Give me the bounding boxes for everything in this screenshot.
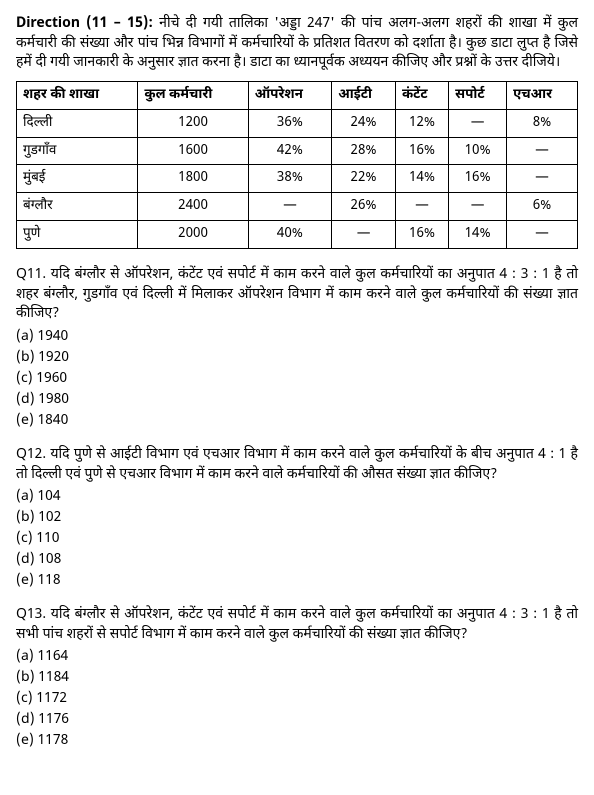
col-header: आईटी: [332, 81, 396, 109]
table-cell: 2400: [138, 193, 248, 221]
table-cell: —: [507, 221, 578, 249]
table-cell: 6%: [507, 193, 578, 221]
table-cell: —: [332, 221, 396, 249]
col-header: कंटेंट: [395, 81, 448, 109]
option-item: (a) 104: [16, 486, 578, 507]
option-item: (e) 1840: [16, 410, 578, 431]
table-row: गुडगाँव160042%28%16%10%—: [17, 137, 578, 165]
table-cell: मुंबई: [17, 165, 138, 193]
table-cell: 12%: [395, 109, 448, 137]
question-block: Q11. यदि बंग्लौर से ऑपरेशन, कंटेंट एवं स…: [16, 265, 578, 431]
table-header-row: शहर की शाखा कुल कर्मचारी ऑपरेशन आईटी कंट…: [17, 81, 578, 109]
table-cell: —: [507, 137, 578, 165]
option-item: (d) 1176: [16, 709, 578, 730]
table-cell: —: [248, 193, 332, 221]
table-cell: —: [449, 109, 507, 137]
direction-label: Direction (11 – 15):: [16, 14, 153, 33]
question-text: Q13. यदि बंग्लौर से ऑपरेशन, कंटेंट एवं स…: [16, 605, 578, 644]
option-item: (b) 1920: [16, 347, 578, 368]
table-cell: गुडगाँव: [17, 137, 138, 165]
table-cell: 24%: [332, 109, 396, 137]
table-cell: दिल्ली: [17, 109, 138, 137]
table-cell: 16%: [395, 221, 448, 249]
option-item: (c) 110: [16, 528, 578, 549]
col-header: शहर की शाखा: [17, 81, 138, 109]
col-header: ऑपरेशन: [248, 81, 332, 109]
table-cell: 8%: [507, 109, 578, 137]
col-header: सपोर्ट: [449, 81, 507, 109]
table-cell: —: [395, 193, 448, 221]
question-text: Q12. यदि पुणे से आईटी विभाग एवं एचआर विभ…: [16, 445, 578, 484]
table-cell: 1800: [138, 165, 248, 193]
table-cell: पुणे: [17, 221, 138, 249]
table-cell: 1600: [138, 137, 248, 165]
table-cell: 10%: [449, 137, 507, 165]
table-cell: 14%: [449, 221, 507, 249]
table-cell: 2000: [138, 221, 248, 249]
question-block: Q12. यदि पुणे से आईटी विभाग एवं एचआर विभ…: [16, 445, 578, 591]
table-cell: 16%: [449, 165, 507, 193]
table-cell: 14%: [395, 165, 448, 193]
table-cell: 40%: [248, 221, 332, 249]
table-cell: 16%: [395, 137, 448, 165]
table-cell: 38%: [248, 165, 332, 193]
option-item: (b) 1184: [16, 667, 578, 688]
table-row: दिल्ली120036%24%12%—8%: [17, 109, 578, 137]
option-item: (e) 118: [16, 570, 578, 591]
direction-block: Direction (11 – 15): नीचे दी गयी तालिका …: [16, 14, 578, 73]
options-list: (a) 1164(b) 1184(c) 1172(d) 1176(e) 1178: [16, 646, 578, 751]
question-text: Q11. यदि बंग्लौर से ऑपरेशन, कंटेंट एवं स…: [16, 265, 578, 324]
table-cell: 42%: [248, 137, 332, 165]
option-item: (b) 102: [16, 507, 578, 528]
option-item: (c) 1960: [16, 368, 578, 389]
data-table: शहर की शाखा कुल कर्मचारी ऑपरेशन आईटी कंट…: [16, 81, 578, 249]
table-cell: —: [507, 165, 578, 193]
table-cell: 26%: [332, 193, 396, 221]
option-item: (d) 1980: [16, 389, 578, 410]
options-list: (a) 104(b) 102(c) 110(d) 108(e) 118: [16, 486, 578, 591]
table-cell: 22%: [332, 165, 396, 193]
table-row: मुंबई180038%22%14%16%—: [17, 165, 578, 193]
table-row: बंग्लौर2400—26%——6%: [17, 193, 578, 221]
table-row: पुणे200040%—16%14%—: [17, 221, 578, 249]
table-cell: बंग्लौर: [17, 193, 138, 221]
option-item: (e) 1178: [16, 730, 578, 751]
option-item: (a) 1164: [16, 646, 578, 667]
table-cell: —: [449, 193, 507, 221]
table-cell: 36%: [248, 109, 332, 137]
col-header: कुल कर्मचारी: [138, 81, 248, 109]
option-item: (a) 1940: [16, 326, 578, 347]
question-block: Q13. यदि बंग्लौर से ऑपरेशन, कंटेंट एवं स…: [16, 605, 578, 751]
option-item: (d) 108: [16, 549, 578, 570]
table-cell: 1200: [138, 109, 248, 137]
options-list: (a) 1940(b) 1920(c) 1960(d) 1980(e) 1840: [16, 326, 578, 431]
option-item: (c) 1172: [16, 688, 578, 709]
table-cell: 28%: [332, 137, 396, 165]
col-header: एचआर: [507, 81, 578, 109]
